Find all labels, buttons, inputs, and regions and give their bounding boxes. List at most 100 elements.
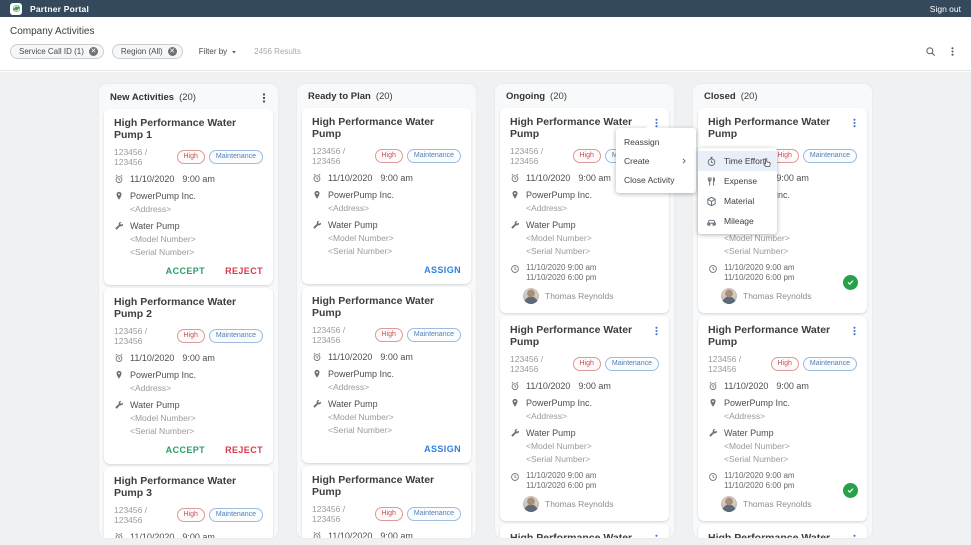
company-name: PowerPump Inc. — [328, 369, 395, 379]
card-time: 9:00 am — [578, 381, 611, 391]
card-time: 9:00 am — [380, 352, 413, 362]
filter-by-dropdown[interactable]: Filter by — [199, 47, 238, 56]
submenu-item-mileage[interactable]: Mileage — [698, 211, 777, 231]
assign-button[interactable]: ASSIGN — [424, 444, 461, 454]
activity-card[interactable]: High Performance Water Pump 123456 / 123… — [500, 524, 669, 538]
wrench-icon — [114, 400, 124, 410]
type-badge: Maintenance — [208, 150, 263, 164]
wrench-icon — [114, 221, 124, 231]
activity-card[interactable]: High Performance Water Pump 123456 / 123… — [500, 108, 669, 313]
activity-card[interactable]: High Performance Water Pump 123456 / 123… — [500, 316, 669, 521]
column-header: New Activities (20) — [99, 84, 278, 109]
menu-item-close-activity[interactable]: Close Activity — [616, 170, 696, 189]
overflow-menu-icon[interactable] — [945, 45, 959, 59]
card-menu-icon[interactable] — [651, 324, 662, 336]
card-menu-icon[interactable] — [849, 532, 860, 538]
submenu-item-label: Time Effort — [724, 156, 766, 166]
service-call-ids: 123456 / 123456 — [708, 354, 742, 374]
alarm-clock-icon — [312, 352, 322, 362]
filter-bar: Service Call ID (1) ✕ Region (All) ✕ Fil… — [10, 44, 959, 59]
menu-item-label: Close Activity — [624, 174, 675, 185]
technician-avatar — [523, 496, 539, 512]
card-title: High Performance Water Pump — [708, 116, 831, 140]
wrench-icon — [312, 399, 322, 409]
page-header: Company Activities Service Call ID (1) ✕… — [0, 17, 971, 71]
menu-item-create[interactable]: Create — [616, 151, 696, 170]
end-datetime: 11/10/2020 6:00 pm — [724, 272, 795, 282]
activity-card[interactable]: High Performance Water Pump 1 123456 / 1… — [104, 109, 273, 285]
location-pin-icon — [312, 190, 322, 200]
menu-item-label: Create — [624, 155, 650, 166]
submenu-item-label: Mileage — [724, 216, 754, 226]
filter-chip-service-call-id[interactable]: Service Call ID (1) ✕ — [10, 44, 104, 59]
model-number: <Model Number> — [130, 234, 196, 244]
location-pin-icon — [510, 398, 520, 408]
model-number: <Model Number> — [130, 413, 196, 423]
submenu-item-material[interactable]: Material — [698, 191, 777, 211]
reject-button[interactable]: REJECT — [225, 266, 263, 276]
caret-down-icon — [230, 48, 238, 56]
activity-card[interactable]: High Performance Water Pump 123456 / 123… — [698, 524, 867, 538]
top-bar: Partner Portal Sign out — [0, 0, 971, 17]
activity-card[interactable]: High Performance Water Pump 123456 / 123… — [302, 287, 471, 463]
address-line: <Address> — [328, 203, 370, 213]
column-menu-icon[interactable] — [258, 91, 270, 103]
asset-name: Water Pump — [724, 428, 774, 438]
card-title: High Performance Water Pump — [312, 116, 435, 140]
page-title: Company Activities — [10, 26, 95, 37]
activity-card[interactable]: High Performance Water Pump 123456 / 123… — [302, 108, 471, 284]
address-line: <Address> — [328, 382, 370, 392]
card-time: 9:00 am — [182, 532, 215, 538]
results-count: 2456 Results — [254, 47, 301, 56]
technician-avatar — [721, 496, 737, 512]
activity-card[interactable]: High Performance Water Pump 123456 / 123… — [698, 316, 867, 521]
accept-button[interactable]: ACCEPT — [165, 266, 206, 276]
menu-item-reassign[interactable]: Reassign — [616, 132, 696, 151]
card-title: High Performance Water Pump 1 — [114, 117, 237, 141]
alarm-clock-icon — [708, 381, 718, 391]
column-closed: Closed (20) High Performance Water Pump … — [693, 84, 872, 538]
location-pin-icon — [114, 370, 124, 380]
serial-number: <Serial Number> — [724, 246, 789, 256]
sign-out-button[interactable]: Sign out — [929, 3, 961, 14]
card-time: 9:00 am — [776, 381, 809, 391]
model-number: <Model Number> — [526, 441, 592, 451]
model-number: <Model Number> — [328, 412, 394, 422]
column-count: (20) — [179, 91, 196, 103]
type-badge: Maintenance — [406, 149, 461, 163]
card-menu-icon[interactable] — [651, 532, 662, 538]
priority-badge: High — [176, 508, 205, 522]
model-number: <Model Number> — [328, 233, 394, 243]
assign-button[interactable]: ASSIGN — [424, 265, 461, 275]
priority-badge: High — [176, 329, 205, 343]
priority-badge: High — [374, 507, 403, 521]
remove-filter-icon[interactable]: ✕ — [167, 47, 177, 56]
address-line: <Address> — [724, 411, 766, 421]
service-call-ids: 123456 / 123456 — [312, 504, 346, 524]
priority-badge: High — [176, 150, 205, 164]
remove-filter-icon[interactable]: ✕ — [88, 47, 98, 56]
card-date: 11/10/2020 — [526, 173, 571, 183]
company-name: PowerPump Inc. — [724, 398, 791, 408]
activity-card[interactable]: High Performance Water Pump 2 123456 / 1… — [104, 288, 273, 464]
completed-check-icon — [843, 275, 858, 290]
submenu-item-label: Material — [724, 196, 755, 206]
search-icon[interactable] — [923, 45, 937, 59]
column-title: New Activities — [110, 91, 175, 103]
card-date: 11/10/2020 — [328, 173, 373, 183]
reject-button[interactable]: REJECT — [225, 445, 263, 455]
clock-icon — [510, 472, 520, 482]
end-datetime: 11/10/2020 6:00 pm — [724, 480, 795, 490]
filter-chip-region[interactable]: Region (All) ✕ — [111, 44, 183, 59]
location-pin-icon — [114, 191, 124, 201]
submenu-item-time-effort[interactable]: Time Effort — [698, 151, 777, 171]
activity-card[interactable]: High Performance Water Pump 123456 / 123… — [302, 466, 471, 538]
activity-card[interactable]: High Performance Water Pump 3 123456 / 1… — [104, 467, 273, 538]
service-call-ids: 123456 / 123456 — [510, 354, 544, 374]
card-menu-icon[interactable] — [849, 324, 860, 336]
submenu-item-expense[interactable]: Expense — [698, 171, 777, 191]
card-menu-icon[interactable] — [849, 116, 860, 128]
priority-badge: High — [572, 149, 601, 163]
activity-board: New Activities (20) High Performance Wat… — [0, 72, 971, 545]
accept-button[interactable]: ACCEPT — [165, 445, 206, 455]
